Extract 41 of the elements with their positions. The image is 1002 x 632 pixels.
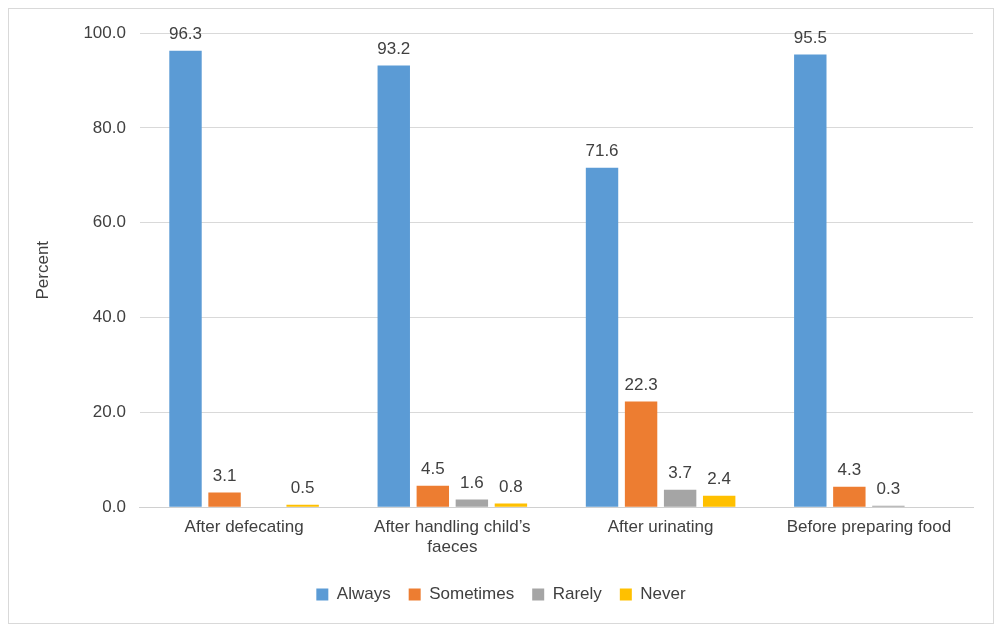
bar bbox=[416, 485, 450, 507]
bar bbox=[663, 489, 697, 507]
y-tick-label: 80.0 bbox=[92, 117, 126, 137]
data-label: 93.2 bbox=[377, 38, 411, 58]
data-label: 4.3 bbox=[837, 460, 862, 480]
y-tick-label: 0.0 bbox=[102, 496, 126, 516]
y-axis-title: Percent bbox=[32, 240, 52, 300]
bar bbox=[833, 486, 866, 507]
legend-label: Never bbox=[640, 584, 687, 604]
bar bbox=[702, 495, 736, 507]
data-label: 0.3 bbox=[876, 478, 901, 498]
x-tick-label: After urinating bbox=[607, 517, 714, 537]
y-tick-label: 20.0 bbox=[92, 402, 126, 422]
data-label: 3.1 bbox=[212, 465, 237, 485]
data-label: 22.3 bbox=[624, 374, 658, 394]
x-tick-label: After defecating bbox=[184, 517, 304, 537]
bar bbox=[455, 499, 489, 507]
bar bbox=[169, 50, 202, 507]
data-label: 95.5 bbox=[793, 27, 827, 47]
bar bbox=[494, 503, 528, 507]
y-tick-label: 60.0 bbox=[92, 212, 126, 232]
legend-label: Always bbox=[336, 584, 391, 604]
bar bbox=[794, 54, 827, 507]
bar bbox=[624, 401, 658, 507]
y-tick-label: 100.0 bbox=[83, 22, 126, 42]
data-label: 0.5 bbox=[290, 478, 315, 498]
data-label: 71.6 bbox=[585, 141, 619, 160]
data-label: 4.5 bbox=[420, 459, 445, 479]
x-tick-label: Before preparing food bbox=[786, 517, 952, 537]
legend-label: Rarely bbox=[552, 584, 603, 604]
data-label: 2.4 bbox=[707, 469, 731, 489]
data-label: 96.3 bbox=[168, 23, 203, 43]
bar bbox=[377, 65, 410, 507]
data-label: 3.7 bbox=[668, 462, 692, 482]
data-label: 0.8 bbox=[499, 476, 523, 496]
data-label: 1.6 bbox=[460, 472, 484, 492]
bar bbox=[585, 167, 619, 507]
y-tick-label: 40.0 bbox=[92, 307, 126, 327]
x-tick-label: After handling child’s faeces bbox=[374, 517, 531, 557]
bar bbox=[208, 492, 241, 507]
legend-label: Sometimes bbox=[429, 584, 515, 604]
